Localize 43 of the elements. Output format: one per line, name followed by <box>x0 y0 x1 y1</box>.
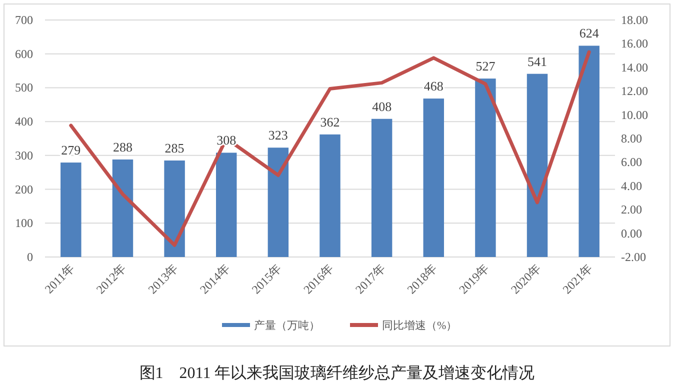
data-label: 285 <box>164 140 184 156</box>
legend-label: 同比增速（%） <box>382 319 458 332</box>
y2-tick-label: 6.00 <box>621 155 642 170</box>
bar <box>526 74 548 257</box>
data-label: 362 <box>320 114 340 130</box>
bar <box>320 134 340 257</box>
y-tick-label: 700 <box>15 13 33 27</box>
bar <box>268 148 289 257</box>
y2-tick-label: 14.00 <box>621 60 648 74</box>
bar <box>578 46 600 257</box>
data-label: 288 <box>112 139 132 154</box>
data-label: 624 <box>579 26 600 41</box>
y-tick-label: 600 <box>15 46 33 61</box>
bar <box>475 78 496 257</box>
data-label: 323 <box>268 128 288 143</box>
y-tick-label: 400 <box>15 114 33 129</box>
bar <box>112 159 134 257</box>
legend-label: 产量（万吨） <box>254 319 320 332</box>
y-tick-label: 500 <box>15 80 33 95</box>
data-label: 527 <box>476 58 496 74</box>
data-label: 468 <box>424 78 444 94</box>
bar <box>164 160 185 257</box>
y2-tick-label: 10.00 <box>621 108 648 122</box>
y2-tick-label: 0.00 <box>621 226 642 240</box>
bar <box>423 98 444 257</box>
y2-tick-label: -2.00 <box>621 250 646 264</box>
data-label: 541 <box>528 54 548 69</box>
y2-tick-label: 2.00 <box>621 202 642 217</box>
y2-tick-label: 4.00 <box>621 178 642 193</box>
y-tick-label: 300 <box>15 148 33 162</box>
y-tick-label: 0 <box>27 250 33 264</box>
y-tick-label: 100 <box>15 216 33 230</box>
data-label: 279 <box>61 142 81 158</box>
text: 图1 2011 年以来我国玻璃纤维纱总产量及增速变化情况 <box>139 364 535 382</box>
bar <box>216 152 237 257</box>
bar <box>371 118 392 257</box>
y-tick-label: 200 <box>15 182 33 196</box>
y2-tick-label: 18.00 <box>621 13 648 27</box>
y2-tick-label: 12.00 <box>621 84 648 98</box>
y2-tick-label: 8.00 <box>621 132 642 146</box>
bar <box>60 162 82 257</box>
y2-tick-label: 16.00 <box>621 36 648 51</box>
data-label: 408 <box>372 98 392 114</box>
